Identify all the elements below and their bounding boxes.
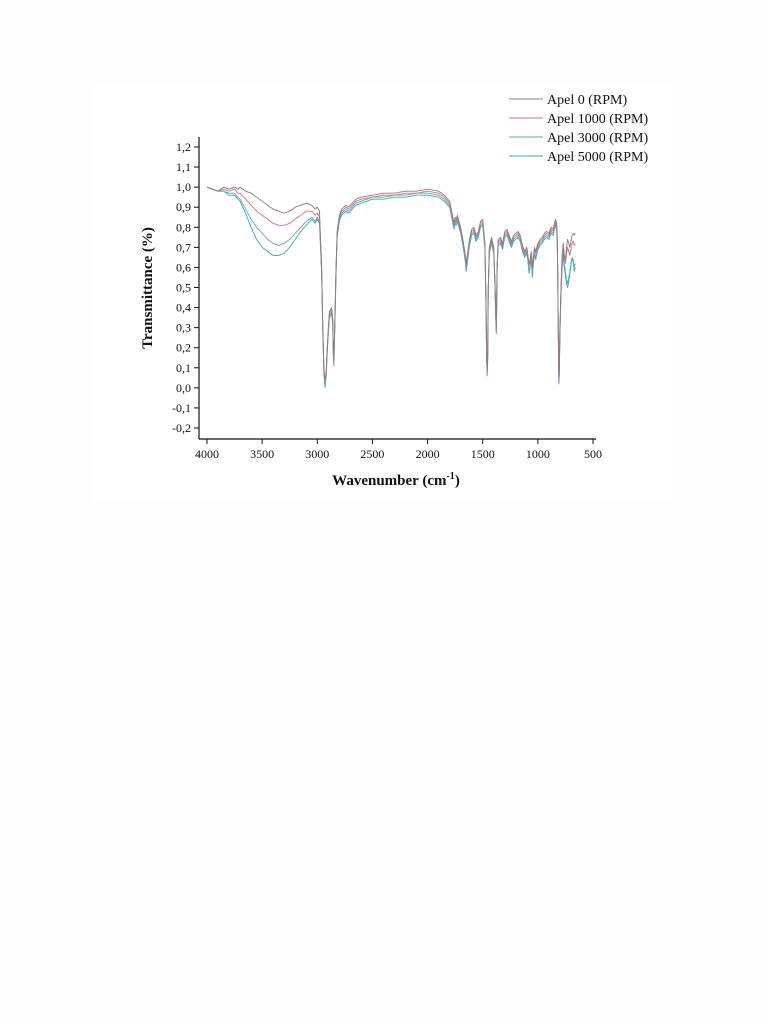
legend: Apel 0 (RPM) Apel 1000 (RPM) Apel 3000 (RP… [509,93,648,165]
plot-lines [206,186,576,389]
x-axis-label-main: Wavenumber (cm [332,473,447,489]
y-tick-label: -0,2 [172,421,191,435]
legend-label: Apel 3000 (RPM) [547,131,648,146]
x-axis-label: Wavenumber (cm-1) [332,471,460,489]
y-tick-label: 1,0 [176,180,191,194]
x-tick-label: 1500 [471,447,495,461]
y-tick-label: 0,7 [176,240,191,254]
x-tick-label: 500 [584,447,602,461]
legend-label: Apel 5000 (RPM) [547,150,648,165]
x-tick-label: 2500 [360,447,384,461]
legend-label: Apel 0 (RPM) [547,93,627,108]
ftir-spectrum-chart: -0,2 -0,1 0,0 0,1 0,2 0,3 0,4 0,5 0,6 0,7 0,8 0,9 1,… [140,93,648,489]
y-tick-label: 0,8 [176,220,191,234]
y-tick-label: 1,2 [176,140,191,154]
chart-figure: -0,2 -0,1 0,0 0,1 0,2 0,3 0,4 0,5 0,6 0,7 0,8 0,9 1,… [92,86,672,502]
y-tick-label: 0,5 [176,281,191,295]
x-axis-label-close: ) [455,473,460,489]
series-line-3 [206,186,576,389]
series-line-2 [206,186,576,387]
y-tick-label: 0,0 [176,381,191,395]
x-tick-label: 4000 [195,447,219,461]
legend-label: Apel 1000 (RPM) [547,112,648,127]
y-tick-label: 0,9 [176,200,191,214]
y-tick-label: 0,1 [176,361,191,375]
y-tick-label: 0,6 [176,260,191,274]
y-tick-label: 0,3 [176,321,191,335]
x-tick-label: 1000 [526,447,550,461]
y-tick-label: 1,1 [176,160,191,174]
y-tick-label: -0,1 [172,401,191,415]
x-tick-label: 3500 [250,447,274,461]
series-line-1 [206,186,576,383]
series-line-0 [206,186,576,381]
y-ticks: -0,2 -0,1 0,0 0,1 0,2 0,3 0,4 0,5 0,6 0,7 0,8 0,9 1,… [172,140,199,435]
y-tick-label: 0,2 [176,341,191,355]
x-tick-label: 3000 [305,447,329,461]
y-tick-label: 0,4 [176,301,191,315]
y-axis-label: Transmittance (%) [140,227,156,349]
x-tick-label: 2000 [416,447,440,461]
axes [198,137,596,440]
x-ticks: 4000 3500 3000 2500 2000 1500 1000 500 [195,439,602,461]
x-axis-label-superscript: -1 [446,471,454,482]
